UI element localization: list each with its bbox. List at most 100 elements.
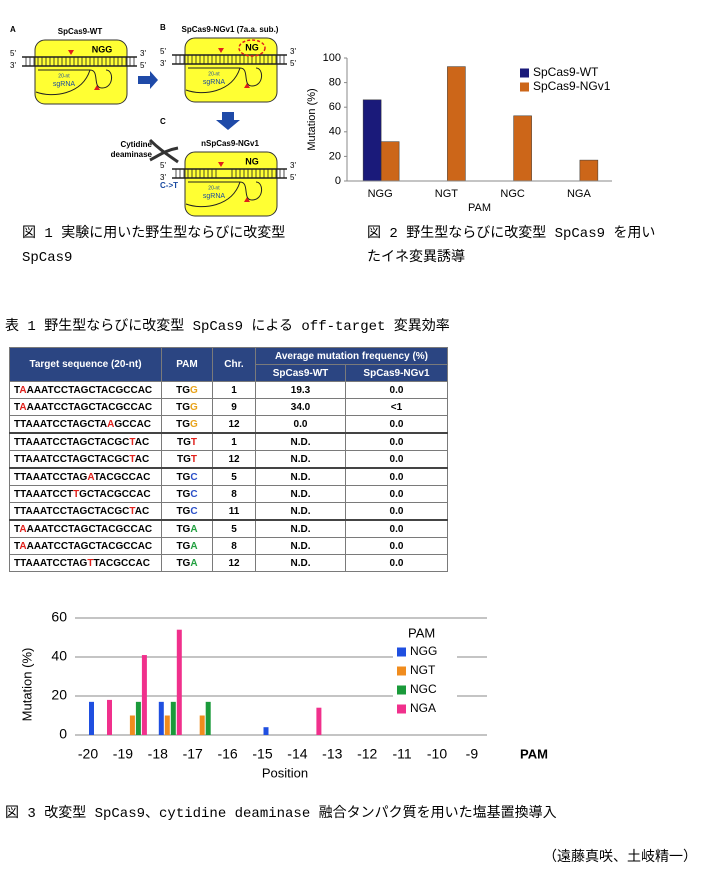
bar (579, 159, 599, 182)
bar (89, 701, 94, 735)
table-row: TTAAATCCTAGCTAAGCCAC TGG 12 0.0 0.0 (9, 415, 448, 434)
x-tick-label: -14 (287, 746, 307, 762)
x-tick-label: NGA (567, 188, 592, 200)
chr-cell: 1 (212, 432, 256, 451)
chr-cell: 8 (212, 485, 256, 503)
pam-cell: TGG (161, 381, 213, 399)
bar (176, 629, 182, 735)
caption: 表 1 野生型ならびに改変型 SpCas9 による off-target 変異効… (5, 319, 450, 335)
value-cell: 0.0 (345, 450, 448, 469)
value-cell: N.D. (255, 467, 346, 486)
value-cell: N.D. (255, 502, 346, 521)
sequence-cell: TTAAATCCTAGCTACGCTAC (9, 502, 162, 521)
y-axis-label: Mutation (%) (306, 88, 318, 150)
panel-letter: B (160, 23, 166, 32)
strand-end: 3' (290, 47, 296, 56)
panel-title: SpCas9-WT (58, 27, 103, 36)
table-row: TAAAATCCTAGCTACGCCAC TGA 8 N.D. 0.0 (9, 537, 448, 555)
table-row: TAAAATCCTAGCTACGCCAC TGG 1 19.3 0.0 (9, 381, 448, 399)
strand-end: 5' (140, 61, 146, 70)
chr-cell: 1 (212, 381, 256, 399)
strand-end: 5' (290, 173, 296, 182)
table-row: TTAAATCCTAGCTACGCTAC TGT 1 N.D. 0.0 (9, 432, 448, 451)
value-cell: 0.0 (345, 432, 448, 451)
legend-swatch (397, 685, 406, 695)
legend-label: SpCas9-WT (533, 65, 599, 79)
bar (107, 699, 112, 735)
cut-site (244, 197, 250, 202)
sgrna (185, 181, 262, 208)
guide-label: sgRNA (203, 79, 226, 86)
table-row: TAAAATCCTAGCTACGCCAC TGA 5 N.D. 0.0 (9, 519, 448, 538)
strand-end: 3' (290, 161, 296, 170)
header-cell: Average mutation frequency (%) (255, 347, 448, 365)
legend-swatch (397, 704, 406, 714)
sequence-cell: TAAAATCCTAGCTACGCCAC (9, 537, 162, 555)
sequence-cell: TTAAATCCTAGTTACGCCAC (9, 554, 162, 572)
spacer-label: 20-nt (58, 73, 70, 79)
bar (447, 66, 466, 182)
value-cell: 0.0 (255, 415, 346, 434)
header-cell: SpCas9-NGv1 (345, 364, 448, 382)
arrow (138, 71, 158, 89)
header-cell: Chr. (212, 347, 256, 382)
chr-cell: 12 (212, 450, 256, 469)
pam-cell: TGG (161, 398, 213, 416)
chr-cell: 11 (212, 502, 256, 521)
pam-label: NGG (92, 44, 113, 54)
enzyme-label: Cytidine deaminase (110, 140, 152, 159)
x-tick-label: -10 (427, 746, 447, 762)
value-cell: 0.0 (345, 381, 448, 399)
bar (141, 655, 147, 735)
sequence-cell: TAAAATCCTAGCTACGCCAC (9, 381, 162, 399)
chr-cell: 5 (212, 519, 256, 538)
header-row: SpCas9-WT SpCas9-NGv1 (10, 364, 448, 382)
value-cell: N.D. (255, 450, 346, 469)
pam-cell: TGT (161, 432, 213, 451)
bar (380, 141, 400, 182)
header-cell: PAM (161, 347, 213, 382)
y-tick-label: 80 (329, 77, 341, 89)
guide-label: sgRNA (203, 193, 226, 200)
y-tick-label: 60 (329, 101, 341, 113)
x-tick-label: -12 (357, 746, 377, 762)
sequence-cell: TTAAATCCTAGATACGCCAC (9, 467, 162, 486)
sequence-cell: TAAAATCCTAGCTACGCCAC (9, 398, 162, 416)
value-cell: 0.0 (345, 415, 448, 434)
y-tick-label: 20 (329, 150, 341, 162)
value-cell: 0.0 (345, 519, 448, 538)
value-cell: 0.0 (345, 467, 448, 486)
value-cell: 0.0 (345, 502, 448, 521)
table-row: TTAAATCCTAGCTACGCTAC TGT 12 N.D. 0.0 (9, 450, 448, 469)
panel-title: SpCas9-NGv1 (7a.a. sub.) (182, 25, 279, 34)
pam-cell: TGC (161, 485, 213, 503)
header-cell: Target sequence (20-nt) (9, 347, 162, 382)
value-cell: N.D. (255, 554, 346, 572)
pam-cell: TGC (161, 467, 213, 486)
x-tick-label: -13 (322, 746, 342, 762)
legend-label: NGA (410, 701, 436, 715)
value-cell: <1 (345, 398, 448, 416)
table: Target sequence (20-nt) PAM Chr. Average mu… (9, 347, 448, 572)
legend-swatch (520, 82, 529, 92)
table-row: TTAAATCCTTGCTACGCCAC TGC 8 N.D. 0.0 (9, 485, 448, 503)
bar (135, 701, 141, 735)
header-row: Target sequence (20-nt) PAM Chr. Average mu… (9, 347, 448, 382)
legend-swatch (397, 647, 406, 657)
x-axis-note: PAM (520, 746, 548, 761)
chr-cell: 8 (212, 537, 256, 555)
strand-end: 3' (160, 173, 166, 182)
pam-label: NG (245, 156, 259, 166)
header-cell: SpCas9-WT (255, 364, 346, 382)
x-tick-label: -16 (217, 746, 237, 762)
table-row: TTAAATCCTAGATACGCCAC TGC 5 N.D. 0.0 (9, 467, 448, 486)
cut-site (94, 85, 100, 90)
bar (158, 701, 164, 735)
arrow (216, 112, 240, 130)
panel-letter: C (160, 117, 166, 126)
strand-end: 5' (10, 49, 16, 58)
guide-label: sgRNA (53, 81, 76, 88)
x-tick-label: NGG (368, 188, 393, 200)
bar (513, 115, 532, 182)
